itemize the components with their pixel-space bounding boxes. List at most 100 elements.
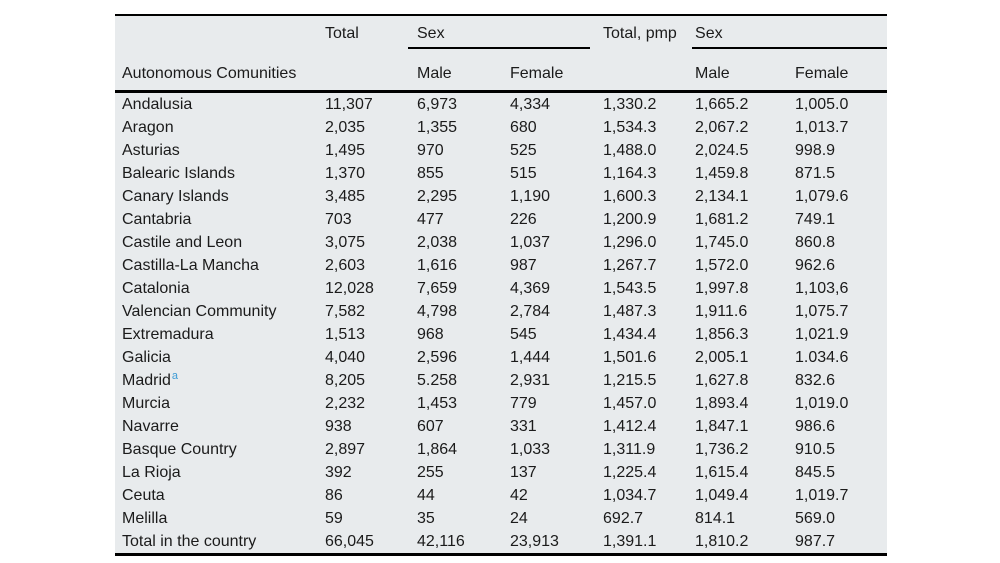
- value-cell: 1,534.3: [603, 119, 657, 136]
- value-cell: 2,784: [510, 303, 551, 320]
- value-cell: 1,434.4: [603, 326, 657, 343]
- sex-group-header-pmp: Sex: [692, 16, 888, 49]
- value-cell: 987.7: [795, 533, 836, 550]
- value-cell: 1,572.0: [695, 257, 749, 274]
- value-cell: 2,897: [325, 441, 366, 458]
- value-cell: 1,615.4: [695, 464, 749, 481]
- communities-table: Total Sex Total, pmp Sex Autonomous Comu…: [115, 16, 888, 553]
- empty-header-cell: [603, 49, 696, 93]
- community-name: Cantabria: [122, 211, 192, 228]
- value-cell: 3,485: [325, 188, 366, 205]
- value-cell: 968: [417, 326, 444, 343]
- value-cell: 1,311.9: [603, 441, 656, 458]
- community-name-cell: Ceuta: [115, 484, 325, 507]
- value-cell: 59: [325, 510, 343, 527]
- value-cell: 8,205: [325, 372, 366, 389]
- value-cell: 910.5: [795, 441, 836, 458]
- value-cell: 569.0: [795, 510, 836, 527]
- value-cell: 1,616: [417, 257, 458, 274]
- community-name: Canary Islands: [122, 188, 229, 205]
- row-label-header: Autonomous Comunities: [115, 49, 325, 93]
- value-cell: 1,847.1: [695, 418, 749, 435]
- table-row: Castilla-La Mancha 2,603 1,616 987 1,267.7 1,…: [115, 254, 887, 277]
- table-row: Ceuta 86 44 42 1,034.7 1,049.4 1,019.7: [115, 484, 887, 507]
- value-cell: 703: [325, 211, 352, 228]
- community-name-cell: Basque Country: [115, 438, 325, 461]
- community-name: Castilla-La Mancha: [122, 257, 259, 274]
- community-name-cell: Navarre: [115, 415, 325, 438]
- sex-group-header-counts: Sex: [408, 16, 603, 49]
- value-cell: 1,864: [417, 441, 458, 458]
- value-cell: 6,973: [417, 96, 458, 113]
- value-cell: 1,021.9: [795, 326, 849, 343]
- value-cell: 2,596: [417, 349, 458, 366]
- community-name: Murcia: [122, 395, 171, 412]
- community-name-cell: Balearic Islands: [115, 162, 325, 185]
- community-name: Valencian Community: [122, 303, 277, 320]
- sex-group-underline: [692, 47, 888, 49]
- value-cell: 1,019.0: [795, 395, 849, 412]
- table-row: Melilla 59 35 24 692.7 814.1 569.0: [115, 507, 887, 530]
- community-name: Madrid: [122, 372, 171, 389]
- community-name-cell: Aragon: [115, 116, 325, 139]
- value-cell: 545: [510, 326, 537, 343]
- community-name-cell: Valencian Community: [115, 300, 325, 323]
- value-cell: 1,997.8: [695, 280, 749, 297]
- community-name-cell: Andalusia: [115, 92, 325, 117]
- value-cell: 692.7: [603, 510, 644, 527]
- value-cell: 1,911.6: [695, 303, 748, 320]
- value-cell: 1,627.8: [695, 372, 749, 389]
- value-cell: 1,164.3: [603, 165, 657, 182]
- value-cell: 3,075: [325, 234, 366, 251]
- value-cell: 779: [510, 395, 537, 412]
- sex-group-underline: [408, 47, 591, 49]
- community-name-cell: Total in the country: [115, 530, 325, 553]
- value-cell: 44: [417, 487, 435, 504]
- male-subheader-pmp: Male: [695, 49, 796, 93]
- community-name: Aragon: [122, 119, 174, 136]
- value-cell: 871.5: [795, 165, 836, 182]
- value-cell: 1,190: [510, 188, 551, 205]
- value-cell: 1,495: [325, 142, 366, 159]
- value-cell: 35: [417, 510, 435, 527]
- value-cell: 1,600.3: [603, 188, 657, 205]
- value-cell: 477: [417, 211, 444, 228]
- value-cell: 1,513: [325, 326, 366, 343]
- community-name: Catalonia: [122, 280, 190, 297]
- male-subheader-counts: Male: [417, 49, 510, 93]
- value-cell: 1,893.4: [695, 395, 749, 412]
- value-cell: 2,603: [325, 257, 366, 274]
- community-name-cell: Melilla: [115, 507, 325, 530]
- sex-group-label: Sex: [417, 25, 445, 42]
- value-cell: 2,035: [325, 119, 366, 136]
- community-name-cell: Canary Islands: [115, 185, 325, 208]
- value-cell: 986.6: [795, 418, 836, 435]
- value-cell: 137: [510, 464, 537, 481]
- value-cell: 255: [417, 464, 444, 481]
- value-cell: 86: [325, 487, 343, 504]
- table-row: Aragon 2,035 1,355 680 1,534.3 2,067.2 1,013.7: [115, 116, 887, 139]
- table-row: Extremadura 1,513 968 545 1,434.4 1,856.3 1,02…: [115, 323, 887, 346]
- value-cell: 1,005.0: [795, 96, 849, 113]
- community-name: Basque Country: [122, 441, 237, 458]
- value-cell: 1,370: [325, 165, 366, 182]
- value-cell: 970: [417, 142, 444, 159]
- community-name: Extremadura: [122, 326, 214, 343]
- value-cell: 1,457.0: [603, 395, 657, 412]
- table-row: Madrida 8,205 5.258 2,931 1,215.5 1,627.8 832.…: [115, 369, 887, 392]
- value-cell: 749.1: [795, 211, 836, 228]
- community-name-cell: Extremadura: [115, 323, 325, 346]
- value-cell: 24: [510, 510, 528, 527]
- value-cell: 2,931: [510, 372, 551, 389]
- value-cell: 525: [510, 142, 537, 159]
- value-cell: 4,798: [417, 303, 458, 320]
- value-cell: 2,067.2: [695, 119, 749, 136]
- table-row: Cantabria 703 477 226 1,200.9 1,681.2 749.1: [115, 208, 887, 231]
- value-cell: 1,034.7: [603, 487, 657, 504]
- value-cell: 1,736.2: [695, 441, 749, 458]
- value-cell: 1,488.0: [603, 142, 657, 159]
- value-cell: 1,267.7: [603, 257, 657, 274]
- table-row: Valencian Community 7,582 4,798 2,784 1,487.…: [115, 300, 887, 323]
- value-cell: 814.1: [695, 510, 736, 527]
- value-cell: 1,103,6: [795, 280, 849, 297]
